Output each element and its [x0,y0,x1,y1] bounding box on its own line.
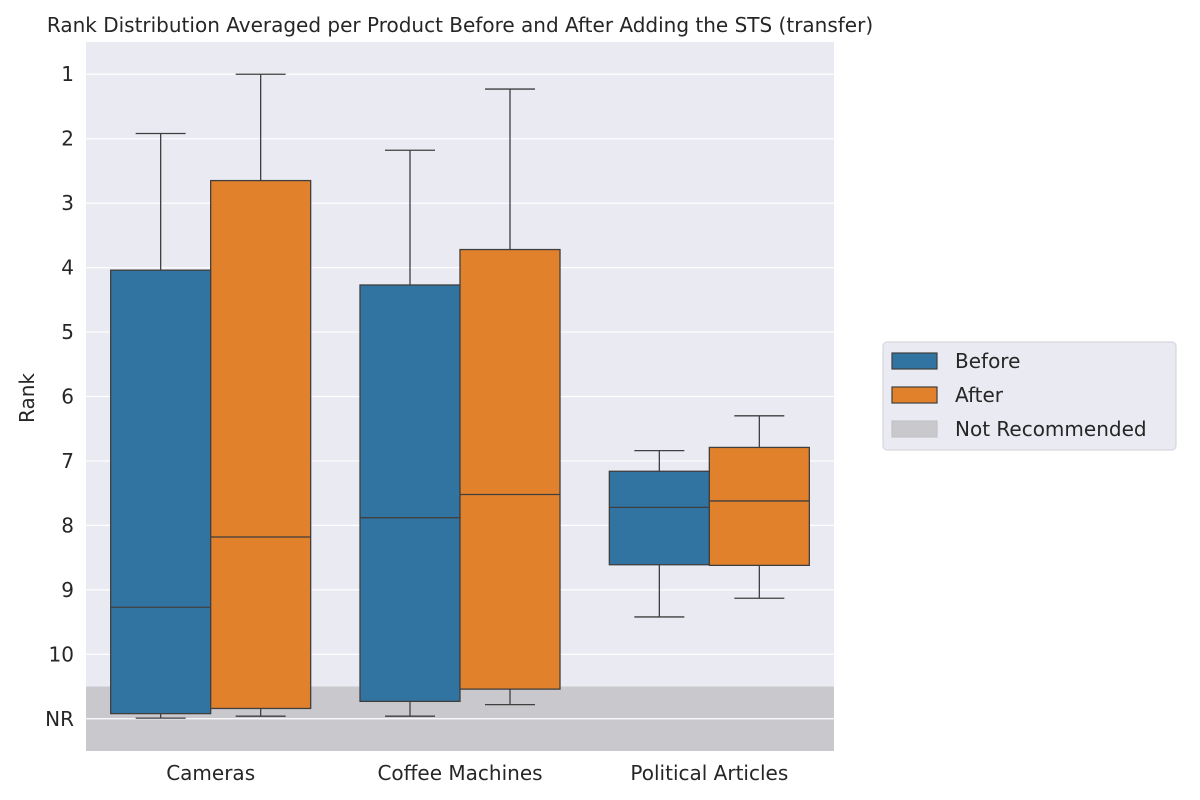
legend-swatch [891,386,938,404]
box-before-1 [359,149,461,717]
box-iqr [110,269,212,715]
box-iqr [210,179,312,710]
legend-label: After [955,383,1004,407]
box-before-2 [608,449,710,618]
y-tick-label: NR [45,707,74,731]
y-tick-label: 3 [61,191,74,215]
box-iqr [359,284,461,703]
box-after-2 [708,415,810,599]
x-tick-label: Coffee Machines [377,761,542,785]
legend-swatch [891,352,938,370]
y-axis-label: Rank [15,373,39,423]
box-iqr [608,470,710,566]
box-after-0 [210,73,312,717]
x-tick-label: Political Articles [630,761,788,785]
y-tick-label: 5 [61,320,74,344]
box-after-1 [459,88,561,706]
legend-label: Not Recommended [955,417,1147,441]
y-tick-label: 8 [61,513,74,537]
y-tick-label: 6 [61,385,74,409]
y-tick-label: 2 [61,127,74,151]
y-tick-label: 1 [61,62,74,86]
legend-frame [882,341,1177,451]
legend: Before After Not Recommended [882,341,1177,451]
box-iqr [708,446,810,567]
legend-swatch [891,420,938,438]
y-tick-label: 7 [61,449,74,473]
box-iqr [459,248,561,690]
y-tick-label: 9 [61,578,74,602]
y-tick-label: 4 [61,256,74,280]
chart-title: Rank Distribution Averaged per Product B… [47,13,873,37]
legend-label: Before [955,349,1020,373]
x-tick-label: Cameras [166,761,255,785]
y-tick-label: 10 [49,642,74,666]
